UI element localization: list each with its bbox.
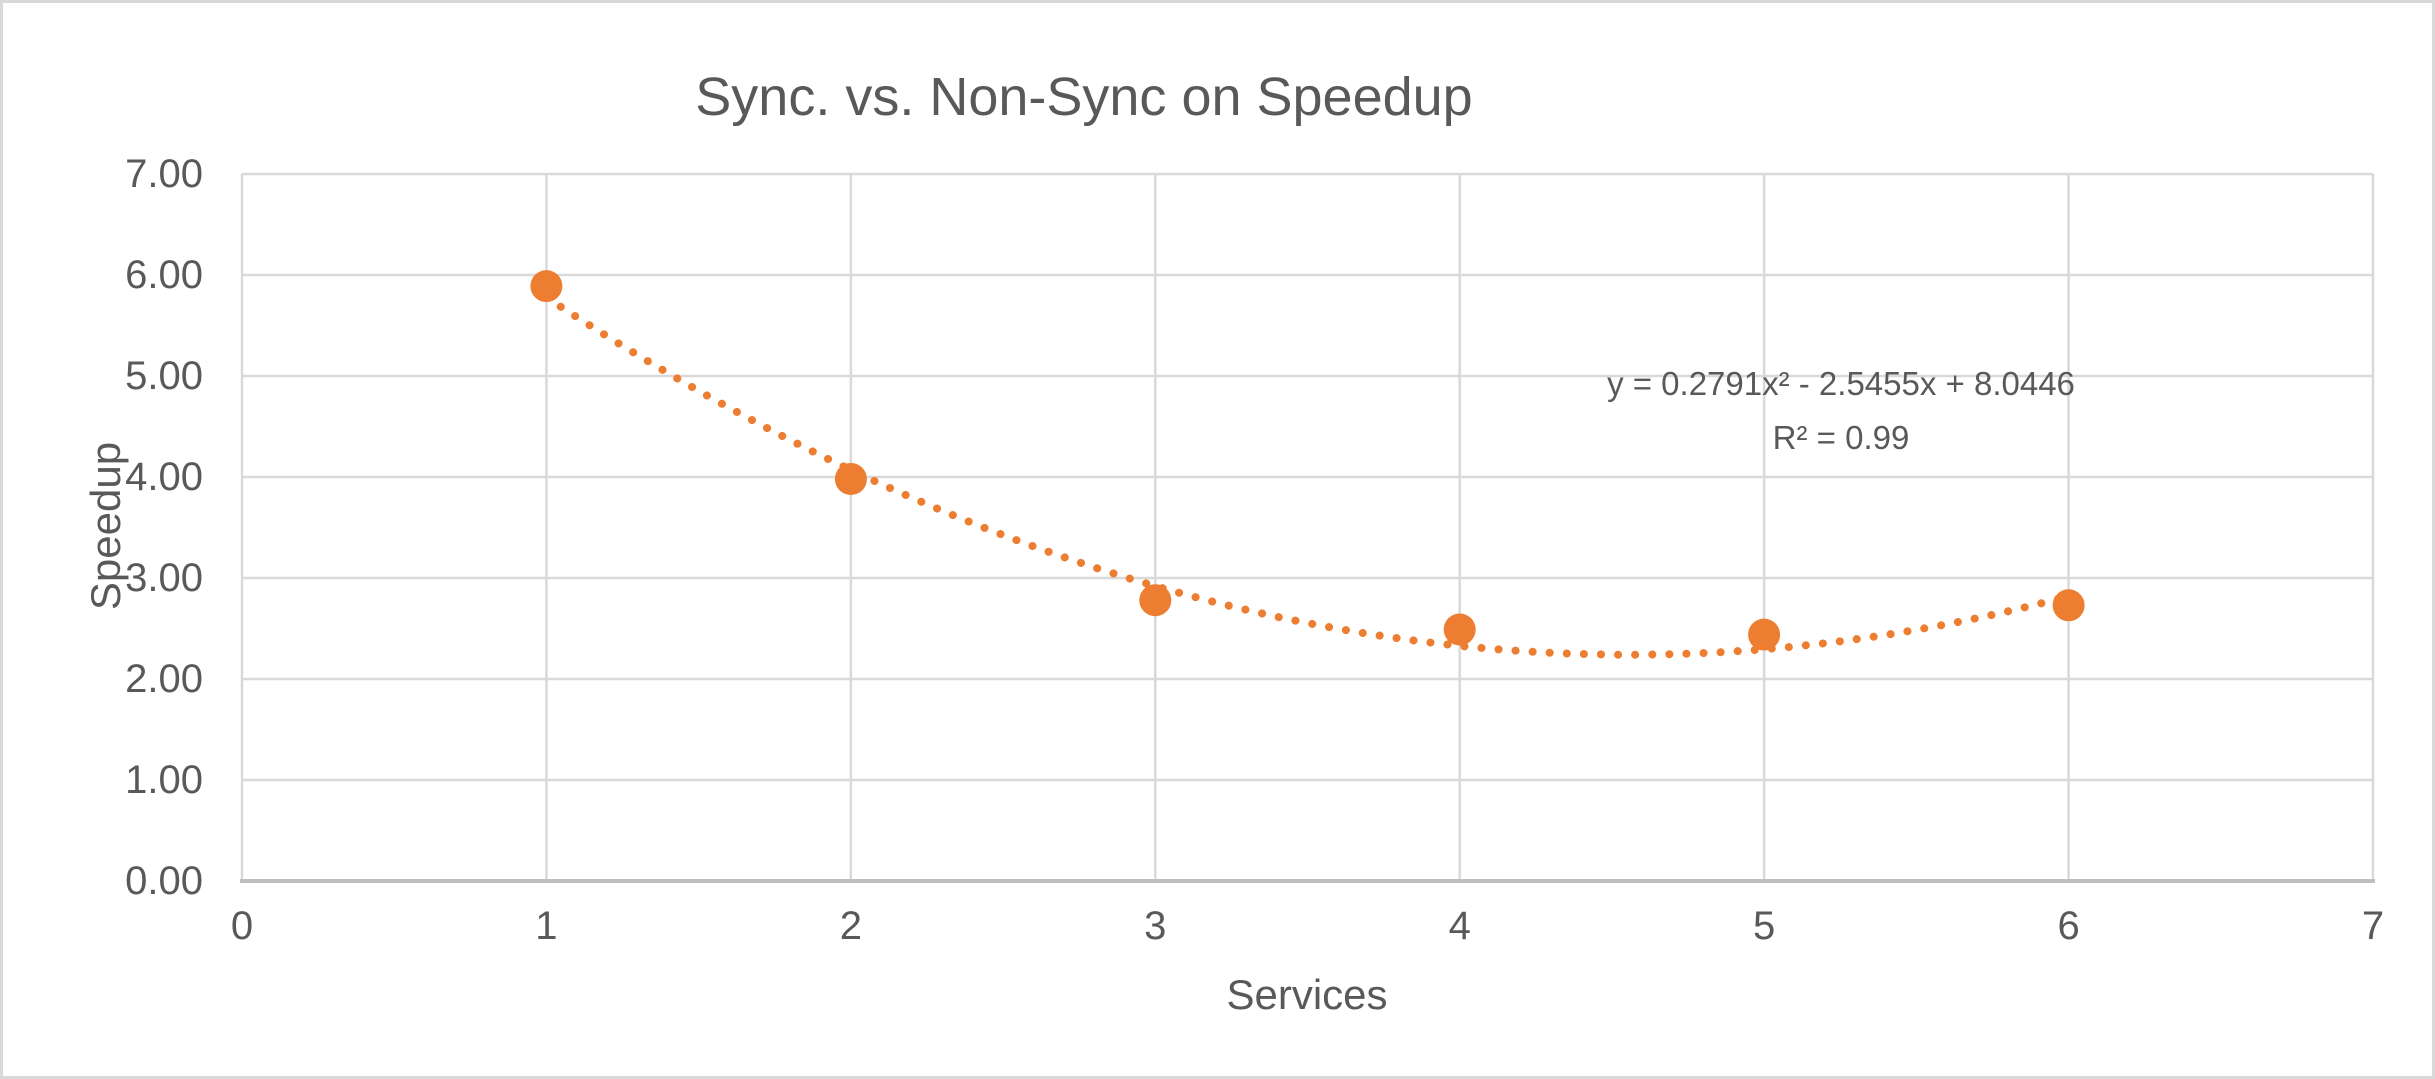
trendline-annotation: y = 0.2791x² - 2.5455x + 8.0446 R² = 0.9…: [1607, 357, 2075, 465]
x-tick-label: 5: [1753, 904, 1776, 948]
data-point: [834, 463, 867, 495]
x-tick-label: 3: [1144, 904, 1167, 948]
x-tick-label: 0: [230, 904, 254, 948]
data-point: [1748, 618, 1781, 651]
y-tick-label: 7.00: [125, 152, 203, 196]
x-tick-label: 2: [839, 904, 862, 948]
y-tick-label: 6.00: [125, 253, 203, 297]
x-axis-title: Services: [1226, 971, 1388, 1018]
data-point: [1139, 584, 1172, 617]
y-tick-label: 5.00: [125, 354, 203, 398]
data-point: [1443, 613, 1476, 646]
data-point: [530, 270, 563, 303]
y-tick-label: 0.00: [125, 859, 203, 903]
data-point: [2052, 589, 2085, 622]
x-tick-label: 6: [2057, 904, 2080, 948]
plot-area: [240, 172, 2375, 883]
x-tick-label: 4: [1448, 904, 1471, 948]
trendline: [542, 293, 2073, 659]
chart-title: Sync. vs. Non-Sync on Speedup: [695, 67, 1473, 127]
y-tick-label: 1.00: [125, 758, 203, 802]
x-tick-label: 1: [535, 904, 558, 948]
x-tick-label: 7: [2361, 904, 2385, 948]
trendline-equation: y = 0.2791x² - 2.5455x + 8.0446: [1607, 365, 2075, 402]
trendline-r-squared: R² = 0.99: [1772, 419, 1910, 456]
y-tick-label: 2.00: [125, 657, 203, 701]
y-tick-label: 4.00: [125, 455, 203, 499]
y-tick-label: 3.00: [125, 556, 203, 600]
